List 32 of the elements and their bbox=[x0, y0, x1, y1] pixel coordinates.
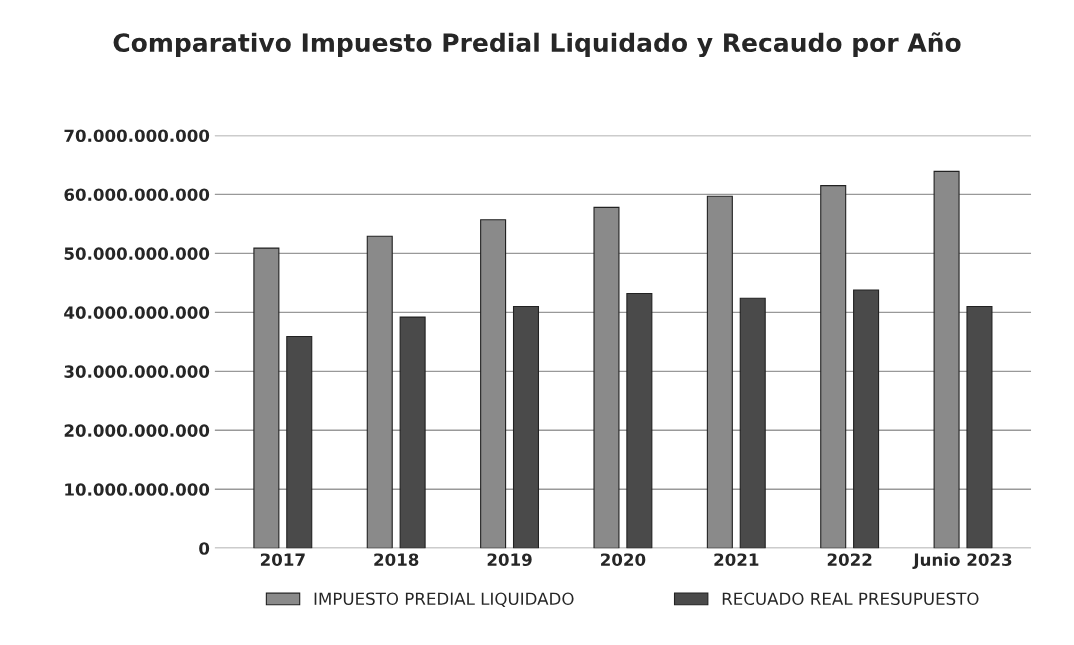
y-tick-label: 70.000.000.000 bbox=[64, 129, 210, 143]
legend-label: IMPUESTO PREDIAL LIQUIDADO bbox=[314, 592, 574, 607]
bar bbox=[706, 195, 733, 549]
bar bbox=[933, 170, 960, 549]
x-tick-label: 2022 bbox=[827, 553, 872, 567]
bar bbox=[366, 235, 393, 549]
x-tick-label: Junio 2023 bbox=[912, 553, 1012, 570]
chart-title: Comparativo Impuesto Predial Liquidado y Recaudo por Año bbox=[113, 32, 961, 58]
x-tick-label: 2020 bbox=[601, 553, 646, 567]
x-tick-label: 2021 bbox=[714, 553, 759, 567]
y-tick-label: 0 bbox=[199, 542, 210, 555]
bar bbox=[739, 297, 766, 549]
bar bbox=[853, 289, 880, 549]
y-tick-label: 40.000.000.000 bbox=[64, 306, 210, 319]
y-tick-label: 20.000.000.000 bbox=[64, 424, 210, 437]
bar bbox=[966, 305, 993, 549]
x-tick-label: 2017 bbox=[260, 553, 305, 567]
legend-label: RECUADO REAL PRESUPUESTO bbox=[722, 592, 979, 606]
y-tick-label: 30.000.000.000 bbox=[64, 365, 210, 378]
y-tick-label: 60.000.000.000 bbox=[64, 188, 210, 201]
bar bbox=[399, 316, 426, 549]
bar bbox=[480, 219, 507, 549]
y-tick-label: 10.000.000.000 bbox=[65, 483, 210, 496]
bar bbox=[593, 206, 620, 549]
y-tick-label: 50.000.000.000 bbox=[64, 247, 210, 260]
bar bbox=[820, 185, 847, 549]
bar bbox=[253, 247, 280, 549]
x-tick-label: 2019 bbox=[487, 553, 532, 567]
bar bbox=[626, 292, 653, 549]
bar bbox=[512, 305, 540, 549]
x-tick-label: 2018 bbox=[374, 553, 419, 567]
bar bbox=[286, 335, 313, 549]
